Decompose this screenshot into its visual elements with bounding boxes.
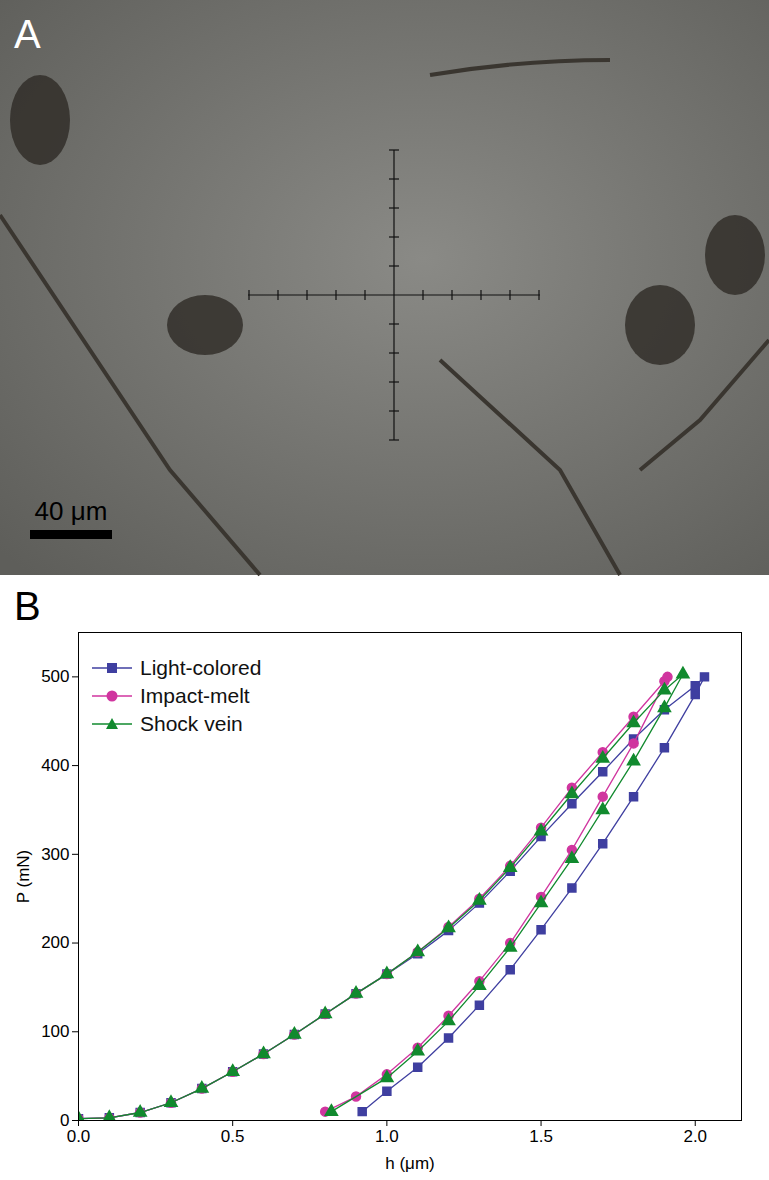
svg-text:h (μm): h (μm) <box>385 1154 434 1173</box>
svg-text:2.0: 2.0 <box>683 1127 707 1146</box>
svg-text:0.5: 0.5 <box>221 1127 245 1146</box>
svg-text:200: 200 <box>41 933 69 952</box>
svg-text:1.0: 1.0 <box>375 1127 399 1146</box>
svg-text:0: 0 <box>60 1110 70 1130</box>
html-text:Light-colored: Light-colored <box>140 656 262 679</box>
svg-text:1.5: 1.5 <box>529 1127 553 1146</box>
svg-text:0.0: 0.0 <box>67 1127 91 1146</box>
svg-text:300: 300 <box>41 845 69 864</box>
html-text:Shock vein: Shock vein <box>140 712 243 735</box>
svg-text:P (mN): P (mN) <box>14 850 33 904</box>
svg-text:100: 100 <box>41 1022 69 1041</box>
html-text:A: A <box>14 12 41 56</box>
html-text:B: B <box>14 584 41 628</box>
svg-text:400: 400 <box>41 756 69 775</box>
html-text:Impact-melt: Impact-melt <box>140 684 250 707</box>
svg-text:40 μm: 40 μm <box>35 496 108 526</box>
svg-text:500: 500 <box>41 667 69 686</box>
